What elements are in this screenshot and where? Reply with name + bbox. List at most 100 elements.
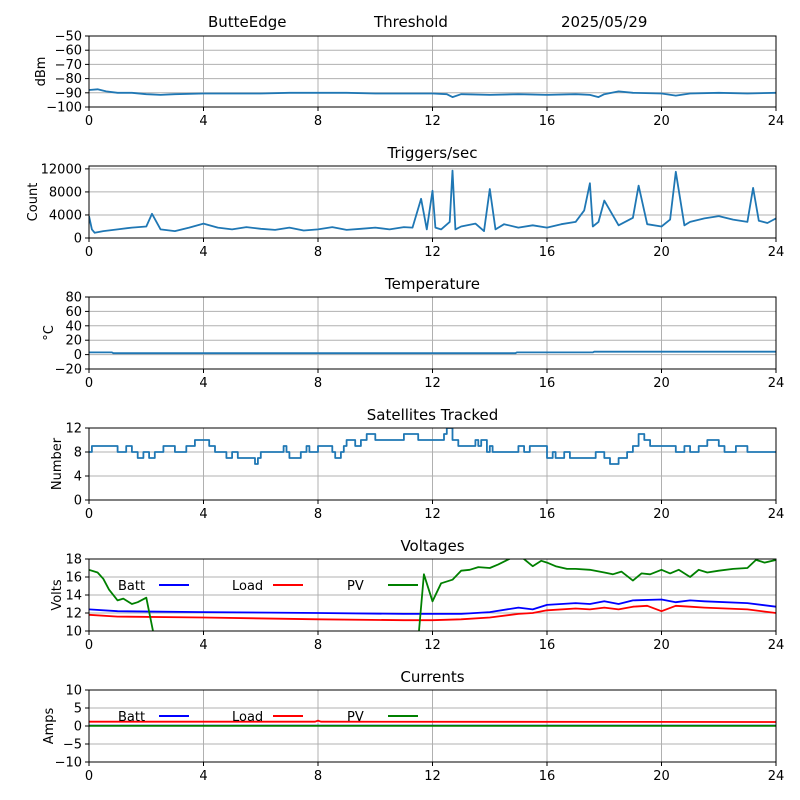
x-tick-label: 24 [768,638,785,653]
y-tick-label: 4000 [49,208,82,223]
y-tick-label: 0 [74,494,82,509]
panel-3: 0 4 8 12 16 20 24 0 4 8 12 Satellites Tracked Number [50,406,784,522]
panel-5: 0 4 8 12 16 20 24 −10 −5 0 5 10 Currents Amps Batt Load… [42,668,784,784]
x-tick-label: 12 [424,507,441,522]
y-axis-label: dBm [34,57,49,87]
y-tick-label: −80 [55,72,82,87]
x-tick-label: 4 [199,245,207,260]
y-tick-label: 60 [65,305,82,320]
y-tick-label: −90 [55,86,82,101]
y-tick-label: −70 [55,58,82,73]
x-tick-label: 0 [85,638,93,653]
x-tick-label: 12 [424,769,441,784]
y-tick-label: 18 [65,553,82,568]
x-tick-label: 16 [539,376,556,391]
x-tick-label: 8 [314,376,322,391]
series-line-batt [89,598,776,615]
x-tick-label: 4 [199,769,207,784]
x-tick-label: 12 [424,245,441,260]
y-axis-label: Number [50,437,65,490]
x-tick-label: 0 [85,245,93,260]
y-tick-label: 40 [65,319,82,334]
y-tick-label: 10 [65,625,82,640]
y-tick-label: −20 [55,363,82,378]
x-tick-label: 20 [653,245,670,260]
series-line-0 [89,169,776,234]
x-tick-label: 16 [539,245,556,260]
y-tick-label: 12000 [41,162,82,177]
panel-title: Currents [400,668,464,686]
x-tick-label: 4 [199,507,207,522]
panel-4: 0 4 8 12 16 20 24 10 12 14 16 18 Voltages Volts Batt Lo… [50,537,784,653]
y-tick-label: 80 [65,291,82,306]
x-tick-label: 8 [314,507,322,522]
x-tick-label: 0 [85,507,93,522]
y-tick-label: 0 [74,232,82,247]
x-tick-label: 4 [199,376,207,391]
y-tick-label: 8000 [49,185,82,200]
y-tick-label: 8 [74,446,82,461]
series-line-load [89,604,776,622]
y-tick-label: −10 [55,756,82,771]
x-tick-label: 20 [653,507,670,522]
x-tick-label: 24 [768,114,785,129]
series-line-0 [89,88,776,98]
x-tick-label: 8 [314,769,322,784]
x-tick-label: 12 [424,376,441,391]
y-tick-label: −5 [63,738,82,753]
y-tick-label: 20 [65,334,82,349]
y-tick-label: 12 [65,607,82,622]
x-tick-label: 0 [85,769,93,784]
x-tick-label: 20 [653,114,670,129]
panel-title: Voltages [400,537,464,555]
x-tick-label: 16 [539,638,556,653]
y-tick-label: −100 [46,101,82,116]
x-tick-label: 16 [539,769,556,784]
x-tick-label: 4 [199,638,207,653]
x-tick-label: 24 [768,245,785,260]
y-tick-label: 16 [65,571,82,586]
y-tick-label: 0 [74,348,82,363]
panel-title: Temperature [384,275,480,293]
legend-label-batt: Batt [118,579,145,594]
x-tick-label: 8 [314,638,322,653]
header-date: 2025/05/29 [561,13,647,31]
y-tick-label: 4 [74,470,82,485]
y-axis-label: Amps [42,707,57,744]
panel-0: 0 4 8 12 16 20 24 −100−90−80−70−60−50 dBm [34,30,784,130]
y-axis-label: Count [26,183,41,222]
x-tick-label: 12 [424,114,441,129]
x-tick-label: 24 [768,769,785,784]
legend-label-pv: PV [347,579,364,594]
series-line-0 [89,428,776,465]
x-tick-label: 16 [539,507,556,522]
legend-label-pv: PV [347,710,364,725]
y-tick-label: 12 [65,422,82,437]
legend-label-load: Load [232,710,263,725]
panel-title: Triggers/sec [387,144,478,162]
header-mode: Threshold [373,13,448,31]
y-tick-label: 0 [74,720,82,735]
x-tick-label: 16 [539,114,556,129]
y-tick-label: 14 [65,589,82,604]
y-tick-label: 10 [65,684,82,699]
x-tick-label: 12 [424,638,441,653]
y-tick-label: 5 [74,702,82,717]
series-line-pv [89,559,776,631]
x-tick-label: 0 [85,376,93,391]
x-tick-label: 8 [314,114,322,129]
x-tick-label: 24 [768,376,785,391]
y-axis-label: °C [42,325,57,341]
x-tick-label: 20 [653,376,670,391]
series-line-0 [89,350,776,355]
legend-label-load: Load [232,579,263,594]
panel-1: 0 4 8 12 16 20 24 0 4000 8000 12000 Triggers/sec Cou… [26,144,784,260]
y-axis-label: Volts [50,579,65,611]
x-tick-label: 24 [768,507,785,522]
series-line-load [89,719,776,723]
x-tick-label: 0 [85,114,93,129]
